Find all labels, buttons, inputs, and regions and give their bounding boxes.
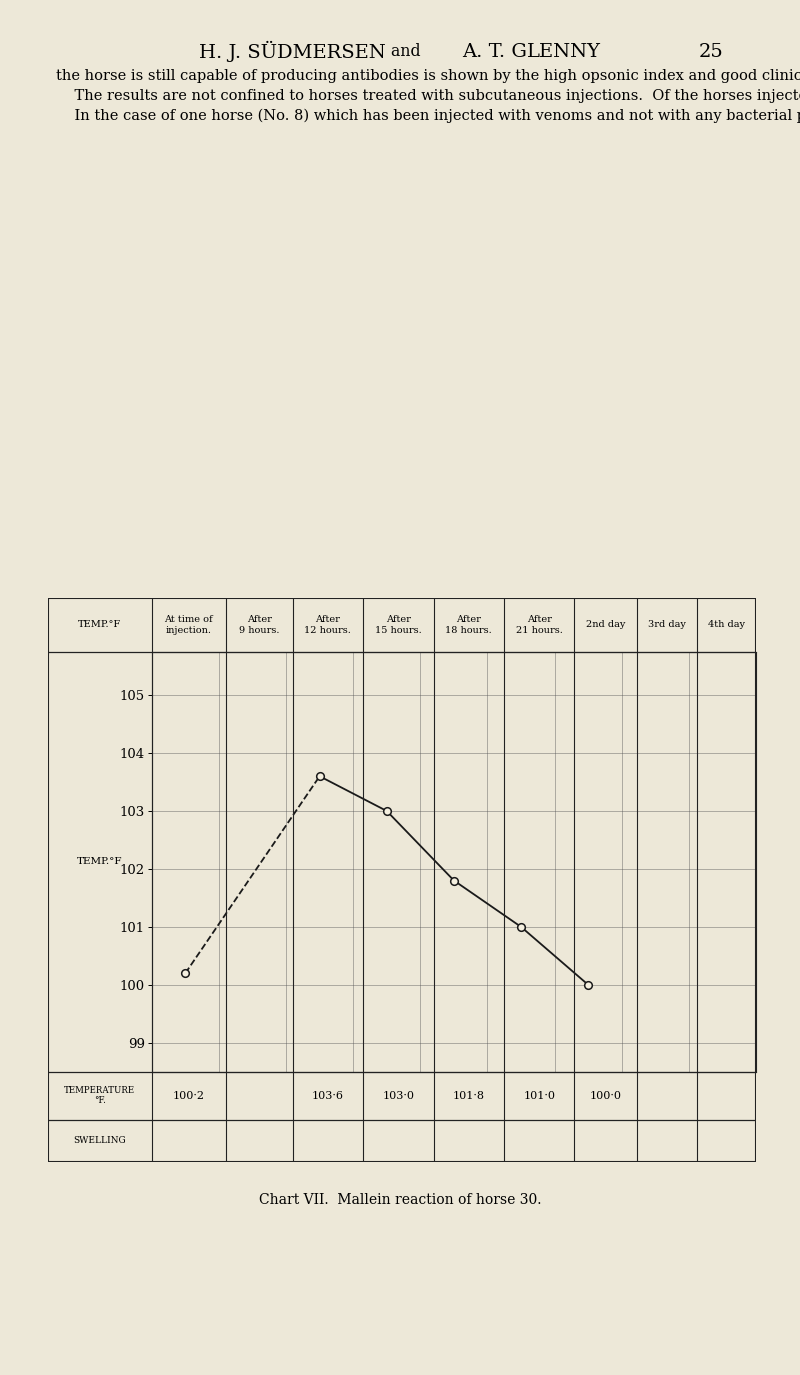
Text: 101·8: 101·8 bbox=[453, 1090, 485, 1100]
Text: 103·0: 103·0 bbox=[382, 1090, 414, 1100]
Text: After
15 hours.: After 15 hours. bbox=[375, 615, 422, 635]
Text: 101·0: 101·0 bbox=[523, 1090, 555, 1100]
Text: 2nd day: 2nd day bbox=[586, 620, 626, 630]
Text: 25: 25 bbox=[698, 43, 723, 60]
Text: 3rd day: 3rd day bbox=[648, 620, 686, 630]
Text: Chart VII.  Mallein reaction of horse 30.: Chart VII. Mallein reaction of horse 30. bbox=[258, 1192, 542, 1207]
Text: TEMP.°F: TEMP.°F bbox=[77, 857, 122, 866]
Text: After
9 hours.: After 9 hours. bbox=[239, 615, 279, 635]
Text: 100·2: 100·2 bbox=[173, 1090, 205, 1100]
Text: TEMPERATURE
°F.: TEMPERATURE °F. bbox=[64, 1086, 135, 1106]
Text: At time of
injection.: At time of injection. bbox=[165, 615, 213, 635]
Text: and: and bbox=[386, 43, 426, 60]
Text: 103·6: 103·6 bbox=[312, 1090, 344, 1100]
Text: After
21 hours.: After 21 hours. bbox=[516, 615, 562, 635]
Text: H. J. SÜDMERSEN: H. J. SÜDMERSEN bbox=[199, 41, 386, 62]
Text: After
12 hours.: After 12 hours. bbox=[305, 615, 351, 635]
Text: 100·0: 100·0 bbox=[590, 1090, 622, 1100]
Text: TEMP.°F: TEMP.°F bbox=[78, 620, 122, 630]
Text: SWELLING: SWELLING bbox=[74, 1136, 126, 1145]
Text: LENNY: LENNY bbox=[527, 43, 602, 60]
Text: A. T. G: A. T. G bbox=[462, 43, 527, 60]
Text: 4th day: 4th day bbox=[708, 620, 745, 630]
Text: After
18 hours.: After 18 hours. bbox=[446, 615, 492, 635]
Text: the horse is still capable of producing antibodies is shown by the high opsonic : the horse is still capable of producing … bbox=[56, 69, 800, 124]
